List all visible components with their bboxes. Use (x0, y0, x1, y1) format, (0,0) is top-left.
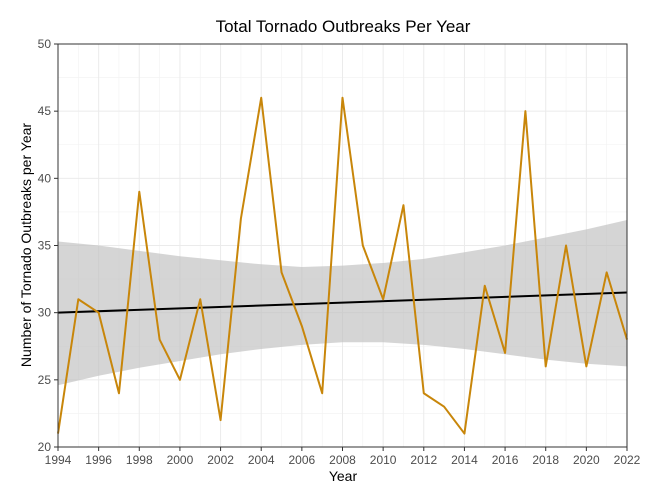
chart-title: Total Tornado Outbreaks Per Year (216, 17, 471, 36)
x-tick-label: 2006 (289, 453, 316, 467)
x-tick-label: 2000 (167, 453, 194, 467)
trend-layer (57, 291, 628, 314)
x-tick-label: 1994 (45, 453, 72, 467)
y-axis-title: Number of Tornado Outbreaks per Year (18, 123, 34, 367)
x-tick-label: 2002 (207, 453, 234, 467)
x-tick-label: 1996 (85, 453, 112, 467)
x-tick-label: 2008 (329, 453, 356, 467)
y-tick-label: 35 (38, 239, 52, 253)
x-tick-label: 2018 (532, 453, 559, 467)
x-axis-title: Year (329, 468, 358, 484)
x-tick-label: 2004 (248, 453, 275, 467)
y-tick-label: 50 (38, 37, 52, 51)
y-tick-label: 40 (38, 171, 52, 185)
x-tick-label: 2010 (370, 453, 397, 467)
x-tick-label: 2012 (410, 453, 437, 467)
y-tick-label: 20 (38, 440, 52, 454)
axes: 1994 1996 1998 2000 2002 2004 2006 2008 2010 2012… (38, 37, 641, 467)
x-tick-label: 1998 (126, 453, 153, 467)
y-tick-label: 45 (38, 104, 52, 118)
x-tick-label: 2016 (492, 453, 519, 467)
x-tick-label: 2022 (614, 453, 641, 467)
x-tick-label: 2014 (451, 453, 478, 467)
y-tick-label: 25 (38, 373, 52, 387)
trend-line (57, 291, 628, 314)
x-tick-label: 2020 (573, 453, 600, 467)
y-tick-label: 30 (38, 306, 52, 320)
